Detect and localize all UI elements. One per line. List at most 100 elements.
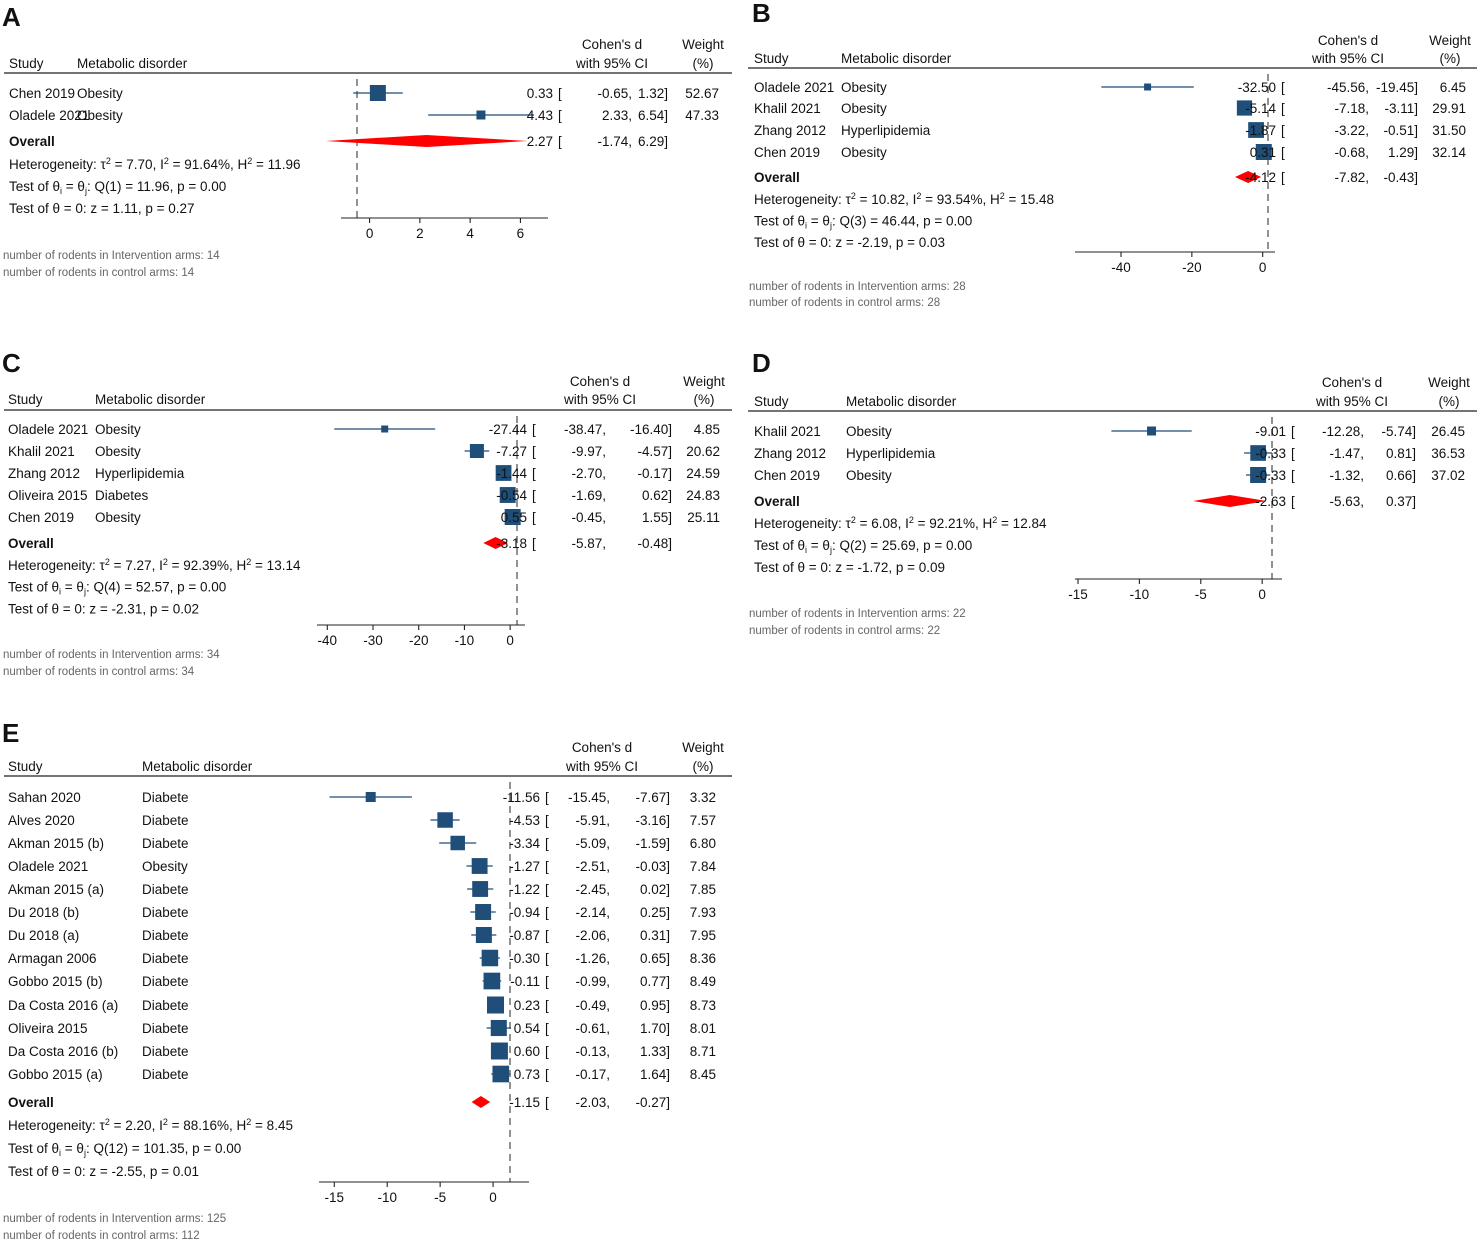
note-intervention-arms: number of rodents in Intervention arms: … (749, 281, 966, 293)
header-weight-unit: (%) (1440, 51, 1461, 66)
overall-diamond (325, 135, 528, 147)
ci-bracket: [ (532, 488, 536, 503)
study-name: Gobbo 2015 (a) (8, 1067, 103, 1082)
effect-estimate: -1.44 (496, 466, 527, 481)
study-disorder: Diabete (142, 1044, 189, 1059)
study-weight: 3.32 (690, 790, 716, 805)
study-name: Zhang 2012 (754, 123, 826, 138)
ci-bracket: [ (1291, 446, 1295, 461)
panel-label-d: D (752, 348, 771, 378)
ci-upper: 1.33] (640, 1044, 670, 1059)
ci-lower: -1.32, (1329, 468, 1364, 483)
ci-lower: 2.33, (602, 108, 632, 123)
homogeneity-test: Test of θi = θj: Q(12) = 101.35, p = 0.0… (8, 1141, 241, 1158)
study-disorder: Obesity (846, 468, 892, 483)
study-name: Khalil 2021 (754, 424, 821, 439)
study-disorder: Obesity (142, 859, 188, 874)
header-study: Study (9, 56, 44, 71)
heterogeneity-stats: Heterogeneity: τ2 = 2.20, I2 = 88.16%, H… (8, 1117, 293, 1133)
header-weight-unit: (%) (693, 56, 714, 71)
study-disorder: Diabete (142, 813, 189, 828)
note-intervention-arms: number of rodents in Intervention arms: … (3, 250, 220, 262)
header-cohens-d: Cohen's d (1322, 375, 1382, 390)
header-weight: Weight (1428, 375, 1470, 390)
ci-lower: -45.56, (1327, 80, 1369, 95)
effect-estimate: -3.34 (509, 836, 540, 851)
header-study: Study (754, 51, 789, 66)
x-axis-tick-label: -30 (363, 633, 383, 648)
effect-marker (1144, 83, 1152, 91)
header-ci: with 95% CI (565, 759, 638, 774)
ci-lower: -3.22, (1334, 123, 1369, 138)
study-disorder: Obesity (846, 424, 892, 439)
effect-marker (490, 1042, 508, 1060)
overall-effect-test: Test of θ = 0: z = -1.72, p = 0.09 (754, 560, 945, 575)
study-row: Khalil 2021 Obesity -5.14 [-7.18, -3.11] 29.9… (754, 100, 1466, 116)
ci-lower: -0.13, (575, 1044, 610, 1059)
study-name: Chen 2019 (754, 468, 820, 483)
header-cohens-d: Cohen's d (1318, 33, 1378, 48)
ci-upper: -0.51] (1383, 123, 1418, 138)
study-name: Da Costa 2016 (b) (8, 1044, 118, 1059)
effect-marker (499, 487, 516, 503)
ci-upper: -0.17] (637, 466, 672, 481)
note-control-arms: number of rodents in control arms: 28 (749, 297, 940, 309)
effect-marker (450, 835, 465, 851)
effect-estimate: -5.14 (1245, 101, 1276, 116)
note-intervention-arms: number of rodents in Intervention arms: … (3, 649, 220, 661)
heterogeneity-stats: Heterogeneity: τ2 = 6.08, I2 = 92.21%, H… (754, 515, 1047, 531)
heterogeneity-stats: Heterogeneity: τ2 = 7.27, I2 = 92.39%, H… (8, 557, 301, 573)
ci-lower: -0.49, (575, 998, 610, 1013)
header-metabolic-disorder: Metabolic disorder (846, 394, 957, 409)
study-weight: 8.71 (690, 1044, 716, 1059)
study-weight: 26.45 (1431, 424, 1465, 439)
study-name: Gobbo 2015 (b) (8, 974, 103, 989)
study-weight: 25.11 (687, 510, 720, 525)
x-axis-tick-label: 6 (517, 226, 525, 241)
study-row: Oladele 2021 Obesity -1.27 [-2.51, -0.03] 7.8… (8, 858, 716, 874)
ci-upper: 0.25] (640, 905, 670, 920)
overall-ci-upper: 6.29] (638, 134, 668, 149)
study-row: Oladele 2021 Obesity -27.44 [-38.47, -16.40]… (8, 422, 720, 437)
homogeneity-test: Test of θi = θj: Q(2) = 25.69, p = 0.00 (754, 538, 972, 555)
effect-estimate: 0.55 (501, 510, 527, 525)
ci-bracket: [ (545, 790, 549, 805)
header-study: Study (8, 392, 43, 407)
ci-lower: -7.18, (1334, 101, 1369, 116)
effect-marker (381, 425, 389, 433)
effect-estimate: -0.87 (509, 928, 540, 943)
effect-marker (495, 465, 512, 481)
ci-lower: -0.68, (1334, 145, 1369, 160)
study-disorder: Diabete (142, 951, 189, 966)
heterogeneity-stats: Heterogeneity: τ2 = 10.82, I2 = 93.54%, … (754, 191, 1054, 207)
overall-label: Overall (8, 536, 54, 551)
homogeneity-test: Test of θi = θj: Q(4) = 52.57, p = 0.00 (8, 580, 226, 597)
ci-bracket: [ (532, 422, 536, 437)
header-weight: Weight (683, 374, 725, 389)
x-axis-tick-label: 0 (366, 226, 374, 241)
header-study: Study (754, 394, 789, 409)
header-cohens-d: Cohen's d (582, 37, 642, 52)
study-row: Da Costa 2016 (a) Diabete 0.23 [-0.49, 0.95]… (8, 996, 716, 1014)
study-row: Du 2018 (a) Diabete -0.87 [-2.06, 0.31] 7.95 (8, 927, 716, 943)
ci-lower: -0.61, (575, 1021, 610, 1036)
study-row: Oliveira 2015 Diabetes -0.54 [-1.69, 0.62] 24… (8, 487, 720, 503)
study-row: Khalil 2021 Obesity -9.01 [-12.28, -5.74] 26.… (754, 424, 1465, 439)
study-name: Chen 2019 (754, 145, 820, 160)
header-cohens-d: Cohen's d (572, 740, 632, 755)
panel-c: C Study Metabolic disorder Cohen's d with 95… (2, 348, 732, 678)
x-axis-tick-label: 0 (1258, 587, 1266, 602)
ci-lower: -1.47, (1329, 446, 1364, 461)
ci-lower: -38.47, (564, 422, 606, 437)
ci-lower: -0.45, (571, 510, 606, 525)
overall-ci-lower: -5.63, (1329, 494, 1364, 509)
ci-bracket: [ (1281, 123, 1285, 138)
study-weight: 29.91 (1432, 101, 1466, 116)
effect-marker (1248, 122, 1264, 138)
effect-estimate: 0.60 (514, 1044, 540, 1059)
study-row: Du 2018 (b) Diabete -0.94 [-2.14, 0.25] 7.93 (8, 904, 716, 920)
overall-estimate: -3.18 (496, 536, 527, 551)
study-weight: 7.85 (690, 882, 716, 897)
effect-estimate: -4.53 (509, 813, 540, 828)
